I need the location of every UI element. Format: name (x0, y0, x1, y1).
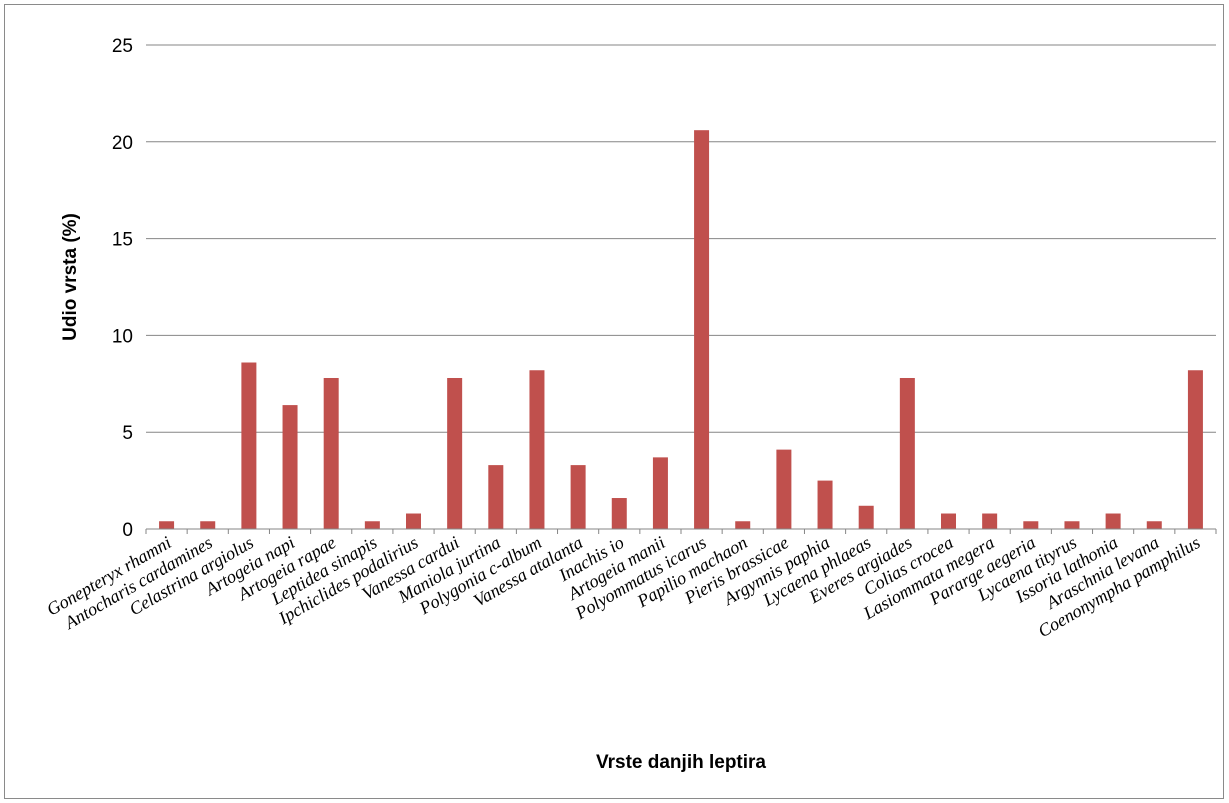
y-tick-label: 5 (122, 423, 133, 444)
bar (817, 480, 833, 529)
bar (1023, 521, 1039, 529)
bar (941, 513, 956, 529)
y-tick-label: 15 (112, 230, 133, 251)
bar (652, 457, 668, 529)
chart-area: 0 5 10 15 20 25 Gonepteryx rhamni Antocharis c… (4, 4, 1224, 799)
bar (241, 362, 257, 529)
bar (1105, 513, 1121, 529)
bar (159, 521, 175, 529)
bar (694, 130, 710, 529)
bar (858, 505, 874, 529)
bar (1064, 521, 1080, 529)
bar (406, 513, 421, 529)
bar (488, 465, 504, 529)
bar (570, 465, 586, 529)
y-axis-title: Udio vrsta (%) (60, 213, 81, 341)
bar (735, 521, 751, 529)
bar (611, 498, 627, 529)
bar (364, 521, 380, 529)
y-tick-label: 20 (112, 133, 133, 154)
bars (159, 130, 1203, 529)
bar (899, 377, 915, 529)
x-axis-title: Vrste danjih leptira (596, 752, 766, 773)
y-axis-ticks: 0 5 10 15 20 25 (112, 36, 133, 541)
bar (982, 513, 998, 529)
gridlines (146, 44, 1216, 433)
y-tick-label: 25 (112, 36, 133, 57)
bar (200, 521, 216, 529)
bar (1187, 370, 1203, 529)
bar (1146, 521, 1162, 529)
y-tick-label: 0 (122, 520, 133, 541)
y-tick-label: 10 (112, 326, 133, 347)
bar (323, 377, 339, 529)
bar (776, 449, 792, 529)
bar (282, 405, 298, 529)
bar (447, 377, 463, 529)
x-axis-ticks (145, 529, 1217, 534)
bar (529, 370, 545, 529)
